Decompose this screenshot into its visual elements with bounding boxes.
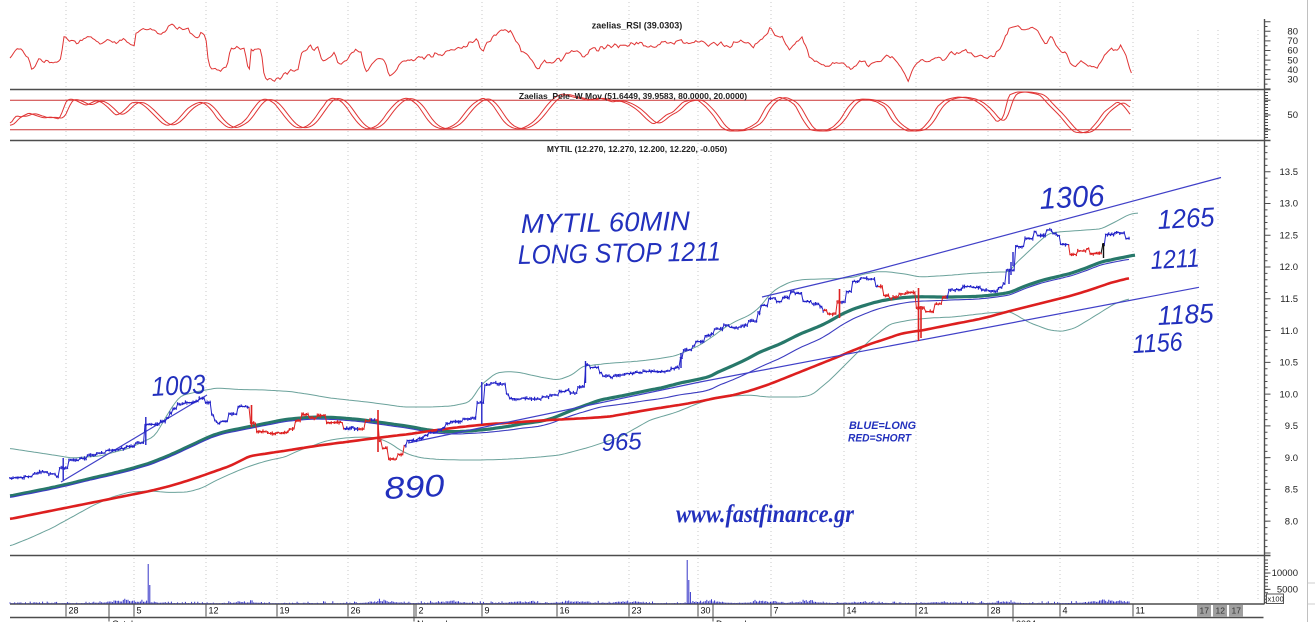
svg-text:MYTIL 60MIN: MYTIL 60MIN (521, 206, 691, 239)
svg-text:December: December (716, 619, 758, 622)
svg-text:4: 4 (1063, 606, 1068, 616)
svg-text:1185: 1185 (1157, 298, 1215, 331)
svg-text:8.5: 8.5 (1285, 485, 1298, 496)
svg-text:28: 28 (69, 606, 79, 616)
svg-text:LONG STOP 1211: LONG STOP 1211 (518, 236, 721, 270)
svg-text:17: 17 (1232, 606, 1242, 616)
svg-text:1265: 1265 (1157, 202, 1216, 235)
svg-text:www.fastfinance.gr: www.fastfinance.gr (676, 501, 854, 528)
svg-text:2024: 2024 (1016, 619, 1036, 622)
svg-text:965: 965 (601, 428, 643, 457)
svg-text:12: 12 (1216, 606, 1226, 616)
svg-text:13.0: 13.0 (1280, 199, 1299, 210)
svg-text:12.5: 12.5 (1280, 230, 1299, 241)
svg-text:7: 7 (774, 606, 779, 616)
svg-text:12: 12 (209, 606, 219, 616)
svg-text:12.0: 12.0 (1280, 262, 1299, 273)
svg-text:40: 40 (1287, 65, 1298, 76)
svg-text:11: 11 (1136, 606, 1145, 616)
svg-text:8.0: 8.0 (1285, 516, 1298, 527)
svg-text:21: 21 (919, 606, 929, 616)
svg-text:70: 70 (1287, 36, 1298, 47)
svg-text:23: 23 (632, 606, 642, 616)
svg-text:50: 50 (1287, 55, 1298, 66)
svg-text:30: 30 (701, 606, 711, 616)
svg-text:1306: 1306 (1039, 180, 1106, 216)
svg-text:9.5: 9.5 (1285, 421, 1298, 432)
svg-text:30: 30 (1287, 75, 1298, 86)
svg-text:1156: 1156 (1132, 326, 1184, 359)
svg-text:x100: x100 (1268, 595, 1284, 604)
svg-text:zaelias_RSI (39.0303): zaelias_RSI (39.0303) (592, 21, 683, 31)
svg-text:28: 28 (991, 606, 1001, 616)
svg-text:17: 17 (1200, 606, 1210, 616)
svg-text:11.5: 11.5 (1280, 294, 1298, 305)
svg-text:10.0: 10.0 (1280, 389, 1299, 400)
svg-text:14: 14 (847, 606, 857, 616)
svg-text:2: 2 (419, 606, 424, 616)
svg-text:10000: 10000 (1272, 568, 1298, 579)
svg-text:MYTIL (12.270, 12.270, 12.200,: MYTIL (12.270, 12.270, 12.200, 12.220, -… (547, 144, 728, 154)
svg-text:October: October (112, 619, 144, 622)
svg-text:5000: 5000 (1277, 585, 1298, 596)
svg-text:BLUE=LONG: BLUE=LONG (849, 420, 916, 432)
svg-text:November: November (417, 619, 459, 622)
svg-text:1003: 1003 (151, 369, 206, 402)
svg-text:50: 50 (1287, 110, 1298, 121)
svg-text:1211: 1211 (1150, 242, 1201, 275)
svg-text:16: 16 (560, 606, 570, 616)
svg-text:5: 5 (137, 606, 142, 616)
svg-text:13.5: 13.5 (1280, 167, 1299, 178)
svg-text:9: 9 (485, 606, 490, 616)
svg-text:9.0: 9.0 (1285, 453, 1298, 464)
svg-text:890: 890 (384, 468, 446, 506)
svg-text:RED=SHORT: RED=SHORT (848, 433, 912, 445)
svg-text:11.0: 11.0 (1280, 326, 1298, 337)
svg-text:19: 19 (280, 606, 290, 616)
svg-text:Zaelias_Pele_W Mov (51.6449, 3: Zaelias_Pele_W Mov (51.6449, 39.9583, 80… (519, 91, 747, 101)
svg-text:60: 60 (1287, 46, 1298, 57)
svg-text:26: 26 (351, 606, 361, 616)
svg-text:10.5: 10.5 (1280, 358, 1299, 369)
svg-text:80: 80 (1287, 27, 1298, 38)
